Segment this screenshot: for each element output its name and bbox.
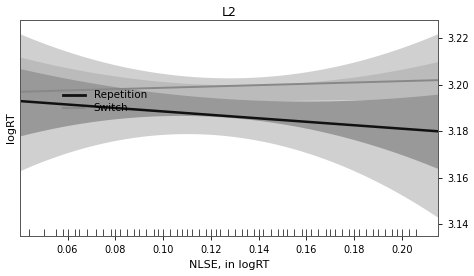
Title: L2: L2 <box>221 6 236 18</box>
Legend: Repetition, Switch: Repetition, Switch <box>58 86 151 118</box>
Y-axis label: logRT: logRT <box>6 112 16 143</box>
X-axis label: NLSE, in logRT: NLSE, in logRT <box>189 261 269 270</box>
